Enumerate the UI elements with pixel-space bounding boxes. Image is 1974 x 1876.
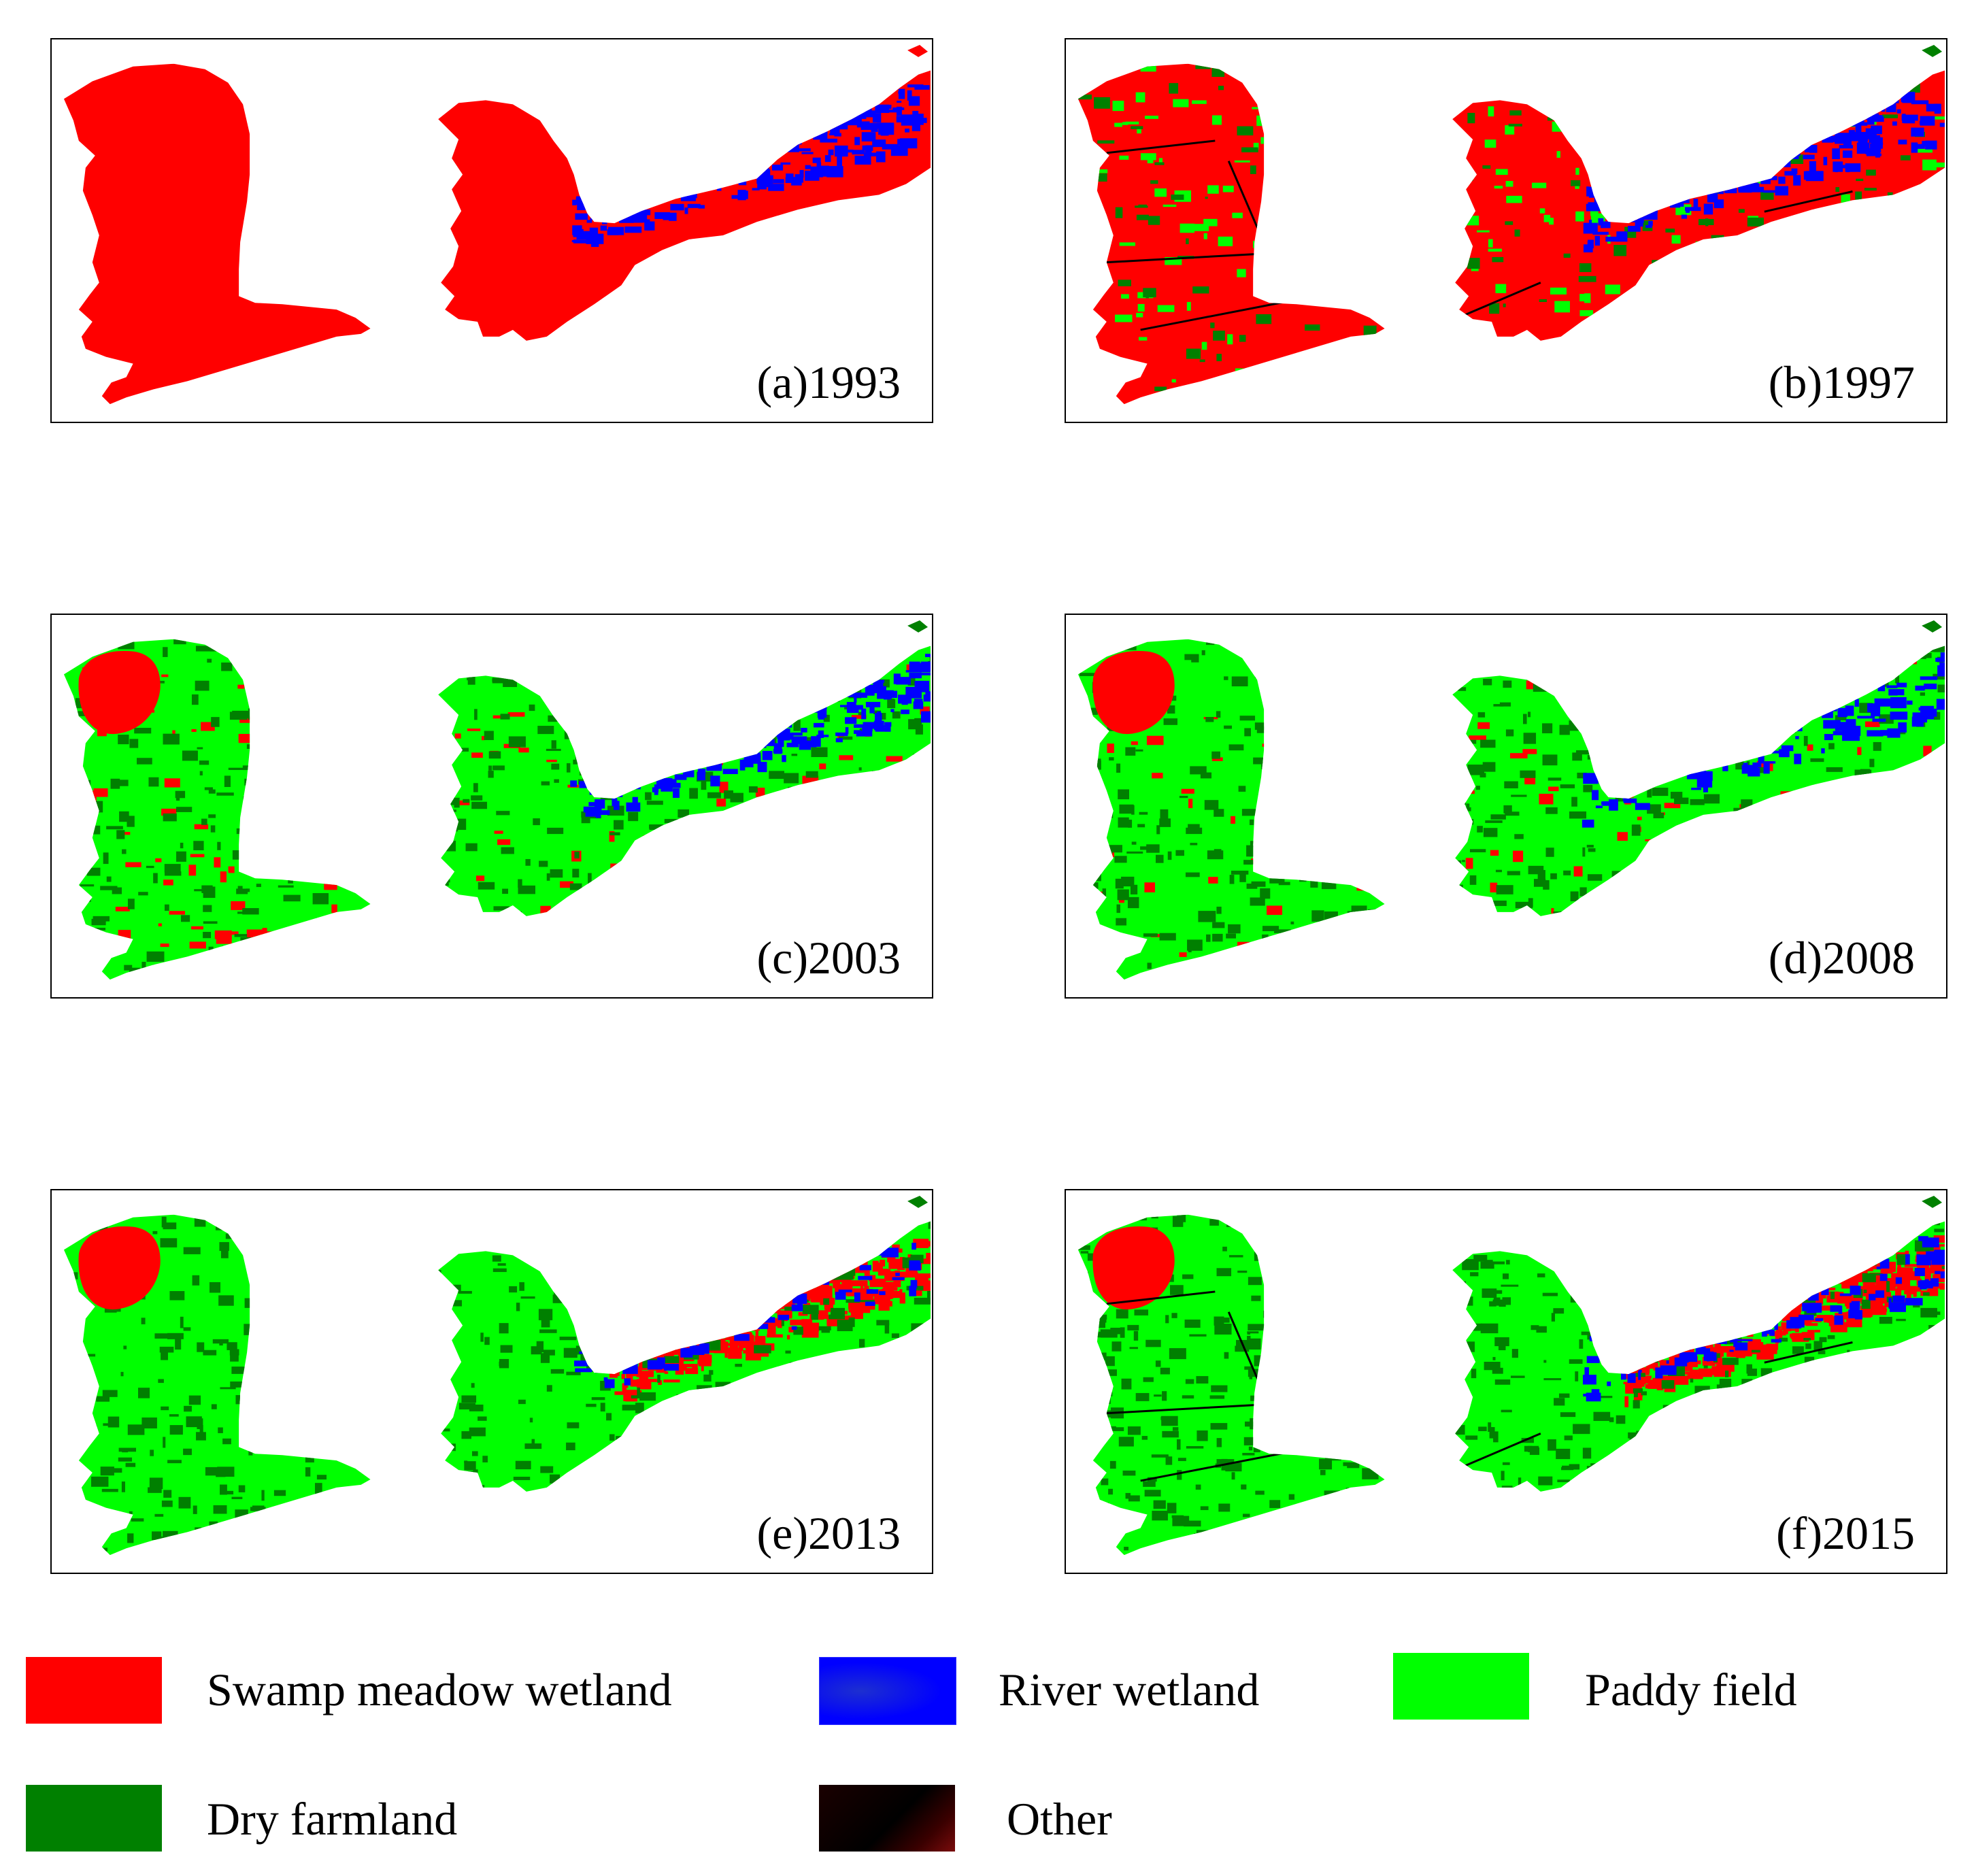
swamp-remnant [78,650,161,735]
legend-swatch-river [819,1657,956,1725]
map-panel-d-2008: (d)2008 [1065,614,1947,999]
map-e-2013 [63,1195,931,1556]
panel-label: (e)2013 [756,1507,901,1559]
legend-swatch-dry [26,1785,162,1852]
legend-label-dry: Dry farmland [207,1793,458,1845]
panel-label: (d)2008 [1768,932,1915,984]
map-panel-c-2003: (c)2003 [50,614,933,999]
corner-marker [1922,44,1943,57]
corner-marker [1922,620,1943,633]
boundary-line [1106,139,1216,154]
swamp-remnant [1092,650,1175,735]
corner-marker [907,1195,929,1208]
legend-swatch-swamp [26,1657,162,1724]
legend-swatch-other [819,1785,955,1852]
panel-label: (f)2015 [1776,1507,1915,1559]
map-panel-a-1993: (a)1993 [50,38,933,423]
swamp-remnant [1092,1226,1175,1310]
map-panel-b-1997: (b)1997 [1065,38,1947,423]
legend-label-river: River wetland [999,1664,1260,1715]
boundary-line [1764,1341,1853,1364]
panel-label: (a)1993 [756,356,901,408]
map-panel-e-2013: (e)2013 [50,1189,933,1574]
panel-label: (c)2003 [756,932,901,984]
legend-label-other: Other [1007,1793,1112,1845]
map-c-2003 [63,620,931,980]
map-d-2008 [1077,620,1945,980]
legend-swatch-paddy [1393,1653,1529,1720]
map-f-2015 [1077,1195,1945,1556]
panel-label: (b)1997 [1768,356,1915,408]
map-panel-f-2015: (f)2015 [1065,1189,1947,1574]
swamp-remnant [78,1226,161,1310]
legend-label-paddy: Paddy field [1585,1664,1797,1715]
boundary-line [1764,190,1853,213]
corner-marker [907,620,929,633]
map-a-1993 [63,44,931,405]
map-b-1997 [1077,44,1945,405]
corner-marker [1922,1195,1943,1208]
legend-label-swamp: Swamp meadow wetland [207,1664,672,1715]
corner-marker [907,44,929,57]
boundary-line [1106,1290,1216,1305]
